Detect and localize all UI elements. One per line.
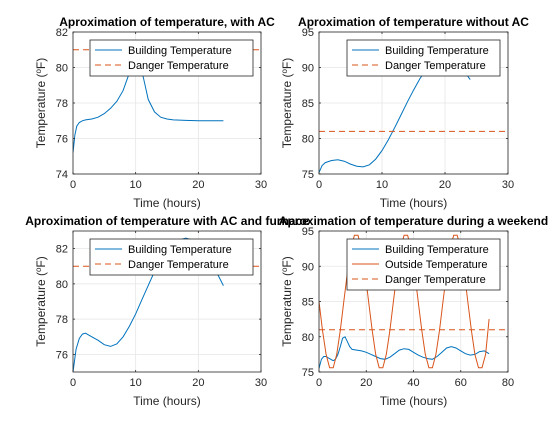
legend: Building Temperature Danger Temperature: [89, 238, 254, 276]
chart-title: Aproximation of temperature during a wee…: [279, 214, 548, 228]
chart-panel-2: 0 10 20 30 75 80 85 90 95 Time (hours) Temperature…: [280, 15, 529, 210]
chart-title: Aproximation of temperature without AC: [298, 15, 529, 29]
x-tick-label: 20: [439, 179, 451, 191]
legend-entry: Danger Temperature: [128, 60, 229, 72]
y-tick-label: 80: [302, 134, 314, 146]
y-tick-label: 80: [56, 279, 68, 291]
y-axis-label: Temperature (oF): [280, 256, 294, 346]
y-axis-label: Temperature (oF): [280, 58, 294, 148]
chart-title: Aproximation of temperature, with AC: [59, 15, 275, 29]
y-tick-label: 80: [302, 332, 314, 344]
chart-title: Aproximation of temperature with AC and …: [25, 214, 309, 228]
y-tick-label: 78: [56, 314, 68, 326]
legend-entry: Building Temperature: [385, 45, 489, 57]
x-tick-label: 30: [255, 377, 267, 389]
x-axis-label: Time (hours): [380, 394, 448, 408]
legend: Building Temperature Outside Temperature D…: [346, 238, 501, 291]
x-tick-label: 60: [455, 377, 467, 389]
y-tick-label: 75: [302, 367, 314, 379]
y-tick-label: 76: [56, 349, 68, 361]
legend-entry: Building Temperature: [128, 244, 232, 256]
y-tick-label: 82: [56, 27, 68, 39]
x-tick-label: 30: [255, 179, 267, 191]
legend-entry: Danger Temperature: [385, 274, 486, 286]
legend: Building Temperature Danger Temperature: [89, 39, 254, 77]
legend: Building Temperature Danger Temperature: [346, 39, 501, 77]
x-tick-label: 0: [316, 377, 322, 389]
y-tick-label: 76: [56, 134, 68, 146]
axes-box: [72, 230, 262, 373]
x-tick-label: 10: [130, 377, 142, 389]
y-tick-label: 85: [302, 297, 314, 309]
y-tick-label: 90: [302, 261, 314, 273]
y-tick-label: 78: [56, 98, 68, 110]
legend-box: [346, 39, 501, 77]
legend-box: [89, 238, 254, 276]
x-axis-label: Time (hours): [380, 196, 448, 210]
y-tick-label: 74: [56, 169, 68, 181]
x-tick-label: 20: [360, 377, 372, 389]
x-tick-label: 20: [192, 377, 204, 389]
x-tick-label: 20: [192, 179, 204, 191]
legend-entry: Building Temperature: [128, 45, 232, 57]
x-tick-label: 10: [130, 179, 142, 191]
y-tick-label: 95: [302, 27, 314, 39]
x-axis-label: Time (hours): [133, 394, 201, 408]
x-tick-label: 0: [70, 179, 76, 191]
y-tick-label: 85: [302, 98, 314, 110]
x-axis-label: Time (hours): [133, 196, 201, 210]
chart-panel-3: 0 10 20 30 76 78 80 82 Time (hours) Temperature (…: [25, 214, 309, 408]
chart-panel-4: 0 20 40 60 80 75 80 85 90 95 Time (hours) Temperatu…: [279, 214, 548, 408]
x-tick-label: 10: [376, 179, 388, 191]
legend-entry: Danger Temperature: [128, 259, 229, 271]
y-tick-label: 75: [302, 169, 314, 181]
legend-box: [89, 39, 254, 77]
y-tick-label: 82: [56, 244, 68, 256]
legend-entry: Outside Temperature: [385, 259, 488, 271]
y-axis-label: Temperature (oF): [34, 256, 48, 346]
x-tick-label: 0: [316, 179, 322, 191]
x-tick-label: 0: [70, 377, 76, 389]
x-tick-label: 40: [407, 377, 419, 389]
y-tick-label: 80: [56, 63, 68, 75]
y-tick-label: 90: [302, 63, 314, 75]
legend-entry: Danger Temperature: [385, 60, 486, 72]
x-tick-label: 80: [502, 377, 514, 389]
y-tick-label: 95: [302, 226, 314, 238]
x-tick-label: 30: [502, 179, 514, 191]
chart-panel-1: 0 10 20 30 74 76 78 80 82 Time (hours) Temperature…: [34, 15, 275, 210]
legend-entry: Building Temperature: [385, 244, 489, 256]
y-axis-label: Temperature (oF): [34, 58, 48, 148]
